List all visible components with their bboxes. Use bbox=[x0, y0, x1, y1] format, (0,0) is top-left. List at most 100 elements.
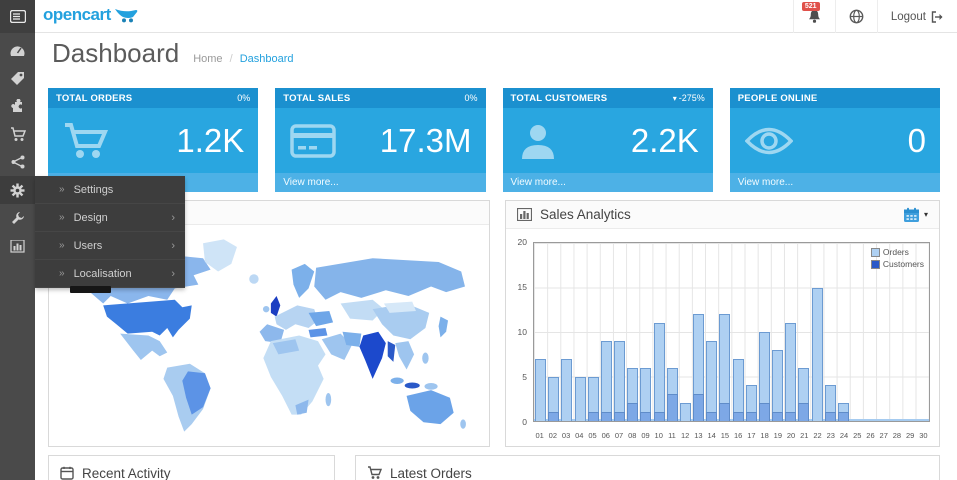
sidebar-item-extensions[interactable] bbox=[0, 92, 35, 120]
page-title: Dashboard bbox=[52, 38, 180, 68]
percent-change: 0% bbox=[237, 93, 251, 103]
sidebar-item-dashboard[interactable] bbox=[0, 36, 35, 64]
map-uk bbox=[270, 295, 281, 317]
map-ireland bbox=[262, 305, 270, 312]
bar-orders-23[interactable] bbox=[824, 385, 836, 421]
bar-customers-05[interactable] bbox=[587, 412, 599, 421]
x-tick-label: 24 bbox=[839, 431, 849, 440]
x-tick-label: 23 bbox=[826, 431, 835, 440]
bar-orders-19[interactable] bbox=[772, 349, 784, 421]
bar-customers-07[interactable] bbox=[614, 412, 626, 421]
wrench-icon bbox=[11, 211, 25, 225]
flyout-item-design[interactable]: » Design › bbox=[35, 204, 185, 232]
bar-customers-14[interactable] bbox=[706, 412, 718, 421]
sidebar-item-sales[interactable] bbox=[0, 120, 35, 148]
map-sumatra bbox=[390, 377, 404, 384]
view-more-link[interactable]: View more... bbox=[275, 173, 486, 192]
bar-customers-24[interactable] bbox=[837, 412, 849, 421]
sidebar-item-reports[interactable] bbox=[0, 232, 35, 260]
bar-orders-02[interactable] bbox=[548, 376, 560, 421]
bar-customers-15[interactable] bbox=[719, 403, 731, 421]
notifications-button[interactable]: 521 bbox=[792, 0, 835, 33]
bar-orders-16[interactable] bbox=[732, 358, 744, 421]
bar-orders-21[interactable] bbox=[798, 367, 810, 421]
logout-button[interactable]: Logout bbox=[876, 0, 957, 33]
bar-orders-08[interactable] bbox=[627, 367, 639, 421]
map-brazil bbox=[182, 370, 211, 415]
tile-value: 17.3M bbox=[379, 122, 472, 159]
chevron-right-icon: › bbox=[171, 211, 175, 224]
bar-orders-24[interactable] bbox=[837, 403, 849, 421]
bar-orders-17[interactable] bbox=[745, 385, 757, 421]
bar-orders-11[interactable] bbox=[666, 367, 678, 421]
bar-customers-21[interactable] bbox=[798, 403, 810, 421]
legend-item-orders[interactable]: Orders bbox=[870, 247, 924, 257]
bar-customers-18[interactable] bbox=[758, 403, 770, 421]
bar-orders-15[interactable] bbox=[719, 314, 731, 421]
sidebar-toggle-button[interactable] bbox=[0, 0, 35, 33]
bar-customers-17[interactable] bbox=[745, 412, 757, 421]
flyout-item-settings[interactable]: » Settings bbox=[35, 176, 185, 204]
bar-orders-10[interactable] bbox=[653, 323, 665, 421]
bar-orders-12[interactable] bbox=[679, 403, 691, 421]
bar-orders-13[interactable] bbox=[693, 314, 705, 421]
flyout-item-localisation[interactable]: » Localisation › bbox=[35, 260, 185, 288]
caret-down-icon: ▾ bbox=[672, 93, 677, 103]
logout-icon bbox=[931, 10, 944, 23]
shopping-cart-icon bbox=[63, 122, 109, 160]
bar-orders-20[interactable] bbox=[785, 323, 797, 421]
bar-customers-16[interactable] bbox=[732, 412, 744, 421]
view-more-link[interactable]: View more... bbox=[502, 173, 713, 192]
legend-item-customers[interactable]: Customers bbox=[870, 259, 924, 269]
bar-customers-19[interactable] bbox=[772, 412, 784, 421]
map-iran bbox=[342, 331, 362, 347]
bar-customers-13[interactable] bbox=[693, 394, 705, 421]
bar-customers-10[interactable] bbox=[653, 412, 665, 421]
opencart-logo[interactable]: opencart bbox=[43, 5, 139, 25]
bar-orders-09[interactable] bbox=[640, 367, 652, 421]
legend-swatch-customers bbox=[870, 259, 880, 269]
bar-orders-18[interactable] bbox=[758, 332, 770, 421]
bar-chart-icon bbox=[517, 208, 532, 221]
sidebar-item-catalog[interactable] bbox=[0, 64, 35, 92]
legend-swatch-orders bbox=[870, 247, 880, 257]
x-tick-label: 19 bbox=[773, 431, 782, 440]
bar-customers-02[interactable] bbox=[548, 412, 560, 421]
caret-down-icon: ▾ bbox=[923, 210, 928, 219]
map-madagascar bbox=[325, 392, 332, 406]
bar-orders-01[interactable] bbox=[535, 358, 547, 421]
bar-orders-06[interactable] bbox=[600, 340, 612, 421]
cart-icon bbox=[367, 466, 382, 480]
bar-customers-23[interactable] bbox=[824, 412, 836, 421]
bar-customers-08[interactable] bbox=[627, 403, 639, 421]
breadcrumb-current[interactable]: Dashboard bbox=[239, 53, 294, 65]
sidebar-item-system[interactable] bbox=[0, 176, 35, 204]
map-iberia-france bbox=[259, 323, 285, 343]
sidebar-item-tools[interactable] bbox=[0, 204, 35, 232]
bar-customers-20[interactable] bbox=[785, 412, 797, 421]
tile-value: 1.2K bbox=[176, 122, 245, 159]
bar-customers-06[interactable] bbox=[600, 412, 612, 421]
bar-orders-14[interactable] bbox=[706, 340, 718, 421]
bar-customers-09[interactable] bbox=[640, 412, 652, 421]
date-range-button[interactable]: ▾ bbox=[903, 207, 928, 223]
bar-orders-04[interactable] bbox=[574, 376, 586, 421]
bar-orders-07[interactable] bbox=[614, 340, 626, 421]
chart-plot[interactable]: Orders Customers bbox=[533, 242, 930, 422]
flyout-item-users[interactable]: » Users › bbox=[35, 232, 185, 260]
sidebar-item-marketing[interactable] bbox=[0, 148, 35, 176]
view-more-link[interactable]: View more... bbox=[729, 173, 940, 192]
x-tick-label: 04 bbox=[575, 431, 584, 440]
x-tick-label: 12 bbox=[681, 431, 690, 440]
cart-icon bbox=[10, 126, 26, 142]
bar-orders-03[interactable] bbox=[561, 358, 573, 421]
map-south-africa bbox=[295, 399, 309, 415]
credit-card-icon bbox=[290, 123, 336, 158]
map-usa bbox=[103, 299, 192, 337]
map-turkey bbox=[308, 327, 328, 337]
breadcrumb-home[interactable]: Home bbox=[193, 53, 223, 65]
bar-orders-05[interactable] bbox=[587, 376, 599, 421]
language-button[interactable] bbox=[834, 0, 877, 33]
bar-orders-22[interactable] bbox=[811, 287, 823, 421]
bar-customers-11[interactable] bbox=[666, 394, 678, 421]
